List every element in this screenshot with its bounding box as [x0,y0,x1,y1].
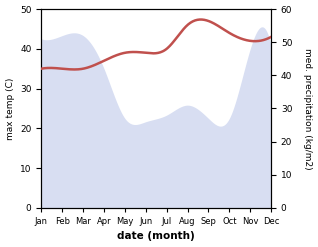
Y-axis label: max temp (C): max temp (C) [5,77,15,140]
Y-axis label: med. precipitation (kg/m2): med. precipitation (kg/m2) [303,48,313,169]
X-axis label: date (month): date (month) [117,231,195,242]
